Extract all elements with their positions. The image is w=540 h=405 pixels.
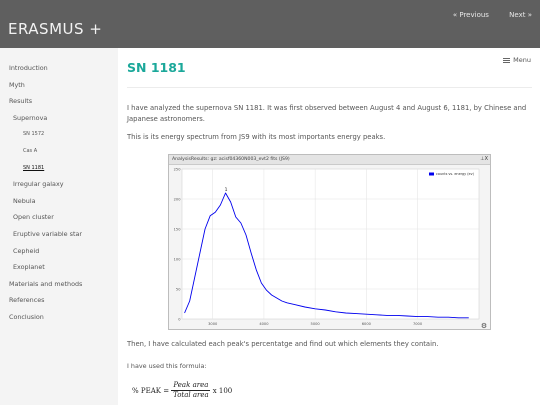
formula-denominator: Total area <box>173 391 209 399</box>
x-tick-label: 6000 <box>362 322 372 326</box>
formula-intro: I have used this formula: <box>127 362 207 370</box>
spectrum-figure: AnalysisResults: gz: acisf04360N003_evt2… <box>168 154 491 330</box>
figure-title: AnalysisResults: gz: acisf04360N003_evt2… <box>169 155 490 165</box>
sidebar-item[interactable]: Exoplanet <box>13 263 45 272</box>
page-nav: « Previous Next » <box>435 11 532 19</box>
hamburger-icon <box>503 57 511 63</box>
sidebar-item[interactable]: References <box>9 296 45 305</box>
sidebar-item[interactable]: Eruptive variable star <box>13 229 82 238</box>
x-tick-label: 7000 <box>413 322 423 326</box>
intro-paragraph: I have analyzed the supernova SN 1181. I… <box>127 104 527 123</box>
menu-label: Menu <box>513 56 531 64</box>
energy-spectrum-chart: 3000 4000 5000 6000 7000 0 50 100 150 200 250 coun… <box>174 167 488 330</box>
page-title: SN 1181 <box>127 60 186 75</box>
formula-numerator: Peak area <box>171 381 211 391</box>
previous-link[interactable]: « Previous <box>452 11 489 19</box>
spectrum-paragraph: This is its energy spectrum from JS9 wit… <box>127 133 386 141</box>
y-tick-label: 50 <box>176 287 181 291</box>
sidebar-item[interactable]: Materials and methods <box>9 279 83 288</box>
formula-tail: x 100 <box>212 386 233 395</box>
title-divider <box>127 87 532 88</box>
top-bar: ERASMUS + « Previous Next » <box>0 0 540 48</box>
peak-annotation: 1 <box>225 187 228 193</box>
formula-lhs: % PEAK = <box>132 386 170 395</box>
y-tick-label: 0 <box>178 317 181 321</box>
legend-swatch <box>429 172 434 176</box>
sidebar-item[interactable]: Supernova <box>13 113 48 122</box>
next-link[interactable]: Next » <box>509 11 532 19</box>
after-paragraph: Then, I have calculated each peak's perc… <box>127 340 439 348</box>
percent-peak-formula: % PEAK = Peak area Total area x 100 <box>132 381 232 400</box>
y-tick-label: 150 <box>174 227 182 231</box>
sidebar-item[interactable]: Results <box>9 97 33 106</box>
spectrum-line <box>184 192 469 319</box>
sidebar-item[interactable]: SN 1181 <box>23 164 45 171</box>
x-tick-label: 4000 <box>259 322 269 326</box>
sidebar-item[interactable]: Introduction <box>9 64 48 72</box>
site-brand[interactable]: ERASMUS + <box>8 20 103 38</box>
x-tick-label: 3000 <box>208 322 218 326</box>
formula-fraction: Peak area Total area <box>171 381 211 400</box>
sidebar-item[interactable]: Nebula <box>13 196 36 205</box>
main-content: SN 1181 I have analyzed the supernova SN… <box>127 60 532 150</box>
y-tick-label: 100 <box>174 257 182 261</box>
legend-label: counts vs. energy (ev) <box>436 172 475 176</box>
x-tick-label: 5000 <box>311 322 321 326</box>
sidebar-item[interactable]: Open cluster <box>13 213 54 222</box>
sidebar-item[interactable]: Cas A <box>23 147 38 154</box>
sidebar-item[interactable]: Myth <box>9 80 25 89</box>
sidebar-item[interactable]: SN 1572 <box>23 131 45 138</box>
sidebar-item[interactable]: Cepheid <box>13 246 40 255</box>
menu-button[interactable]: Menu <box>503 56 531 64</box>
sidebar-item[interactable]: Conclusion <box>9 312 44 321</box>
settings-gear-icon[interactable]: ⚙ <box>481 322 487 330</box>
sidebar-nav: Introduction Myth Results Supernova SN 1572 C… <box>0 48 118 405</box>
figure-window-controls[interactable]: ⊥X <box>480 156 488 162</box>
y-tick-label: 200 <box>174 197 182 201</box>
sidebar-item[interactable]: Irregular galaxy <box>13 180 64 189</box>
y-tick-label: 250 <box>174 167 182 171</box>
